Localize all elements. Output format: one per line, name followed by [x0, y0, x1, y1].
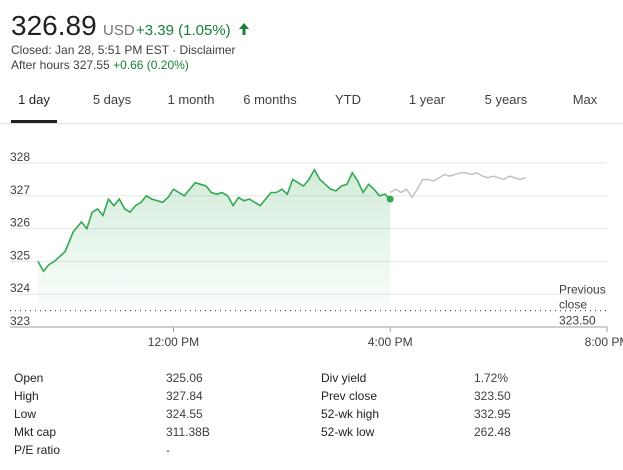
after-hours-price: After hours 327.55 — [11, 58, 114, 72]
y-tick-label: 325 — [10, 248, 30, 262]
stat-value-high: 327.84 — [166, 389, 203, 403]
after-hours-line — [389, 172, 526, 199]
stat-value-open: 325.06 — [166, 371, 203, 385]
currency-label: USD — [103, 22, 135, 39]
after-hours-change: +0.66 (0.20%) — [113, 58, 189, 72]
tab-1-day[interactable]: 1 day — [18, 92, 50, 107]
stat-value-low: 324.55 — [166, 407, 203, 421]
tab-1-year[interactable]: 1 year — [408, 92, 446, 107]
price-change: +3.39 (1.05%) — [136, 22, 231, 39]
stat-label-52wk-high: 52-wk high — [321, 407, 380, 421]
stat-label-prev-close: Prev close — [321, 389, 378, 403]
previous-close-value: 323.50 — [559, 314, 596, 328]
x-tick-label: 12:00 PM — [148, 335, 199, 349]
tab-max[interactable]: Max — [572, 92, 598, 107]
stat-label-div-yield: Div yield — [321, 371, 367, 385]
stat-label-52wk-low: 52-wk low — [321, 425, 375, 439]
stat-value-div-yield: 1.72% — [474, 371, 509, 385]
tab-5-days[interactable]: 5 days — [92, 92, 132, 107]
stat-value-mkt-cap: 311.38B — [166, 425, 210, 439]
tabs-divider — [0, 123, 623, 124]
y-tick-label: 323 — [10, 314, 30, 328]
stat-label-pe-ratio: P/E ratio — [14, 443, 61, 457]
disclaimer-link[interactable]: Disclaimer — [179, 43, 236, 57]
y-tick-label: 326 — [10, 216, 30, 230]
price-chart[interactable]: Previous close 323.50 328 327 326 325 324 323… — [0, 140, 623, 350]
stat-value-52wk-high: 332.95 — [474, 407, 511, 421]
stat-label-high: High — [14, 389, 39, 403]
y-tick-label: 328 — [10, 150, 30, 164]
last-price-dot — [386, 195, 394, 203]
after-hours-info: After hours 327.55 +0.66 (0.20%) — [11, 58, 189, 72]
tab-5-years[interactable]: 5 years — [484, 92, 528, 107]
stat-label-low: Low — [14, 407, 37, 421]
tab-1-month[interactable]: 1 month — [167, 92, 215, 107]
price-area-fill — [38, 169, 391, 311]
y-tick-label: 327 — [10, 183, 30, 197]
price-line — [37, 167, 391, 273]
active-tab-indicator — [11, 120, 57, 123]
stat-value-prev-close: 323.50 — [474, 389, 511, 403]
stock-price: 326.89 — [11, 10, 97, 41]
closed-time: Closed: Jan 28, 5:51 PM EST · — [11, 43, 180, 57]
stat-label-open: Open — [14, 371, 44, 385]
tab-ytd[interactable]: YTD — [335, 92, 361, 107]
stat-value-52wk-low: 262.48 — [474, 425, 511, 439]
tab-6-months[interactable]: 6 months — [243, 92, 297, 107]
stat-value-pe-ratio: - — [166, 443, 170, 457]
closed-info: Closed: Jan 28, 5:51 PM EST · Disclaimer — [11, 43, 236, 57]
arrow-up-icon — [239, 23, 249, 35]
previous-close-label: Previous — [559, 283, 606, 297]
x-tick-label: 4:00 PM — [368, 335, 413, 349]
previous-close-label-2: close — [559, 298, 587, 312]
stat-label-mkt-cap: Mkt cap — [14, 425, 57, 439]
x-tick-label: 8:00 PM — [585, 335, 623, 349]
y-tick-label: 324 — [10, 281, 30, 295]
